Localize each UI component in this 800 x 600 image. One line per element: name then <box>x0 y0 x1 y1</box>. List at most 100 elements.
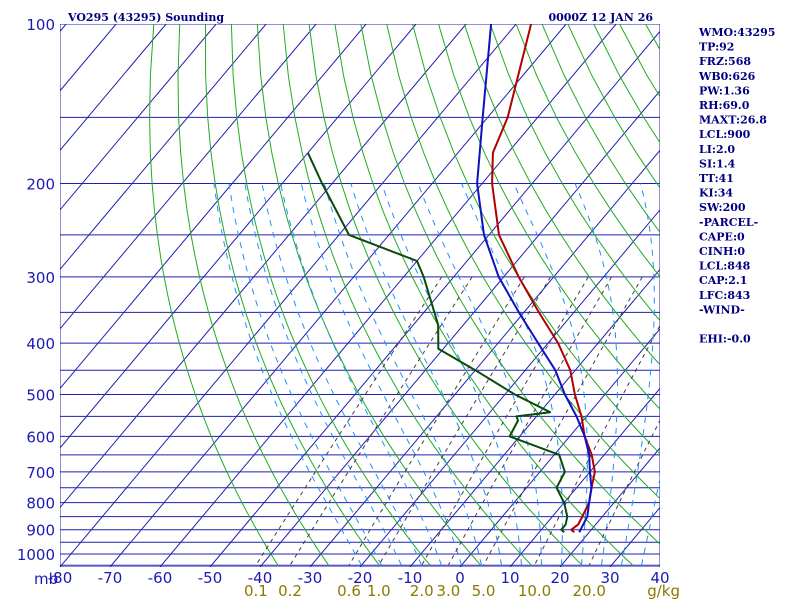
temperature-tick-label: -80 <box>48 569 73 587</box>
mixing-ratio-label: 0.2 <box>278 582 302 600</box>
chart-title: VO295 (43295) Sounding <box>67 11 224 24</box>
temperature-tick-label: -50 <box>198 569 223 587</box>
pressure-tick-label: 100 <box>26 16 55 34</box>
isotherm-line <box>60 24 417 449</box>
mixing-ratio-label: 1.0 <box>367 582 391 600</box>
dry-adiabat-line <box>282 24 532 566</box>
moist-adiabat-line <box>621 183 655 566</box>
moist-adiabat-line <box>280 183 442 566</box>
index-value: SI:1.4 <box>699 157 736 170</box>
dry-adiabat-line <box>593 24 660 144</box>
mixing-ratio-label: 2.0 <box>410 582 434 600</box>
pressure-tick-label: 200 <box>26 176 55 194</box>
pressure-tick-label: 300 <box>26 269 55 287</box>
moist-adiabat-line <box>417 183 542 566</box>
isotherm-line <box>209 30 660 567</box>
isotherm-line <box>760 24 800 567</box>
moist-adiabat-line <box>350 183 502 566</box>
grid-layer <box>0 24 800 567</box>
isotherm-line <box>509 387 660 567</box>
dry-adiabat-line <box>308 24 583 566</box>
pressure-tick-label: 1000 <box>17 546 55 564</box>
dewpoint-profile <box>306 152 569 534</box>
isotherm-line <box>359 209 660 567</box>
parcel-profile <box>476 24 593 533</box>
temperature-profile <box>491 24 596 534</box>
isotherm-line <box>0 24 16 567</box>
mixing-ratio-line <box>348 276 525 566</box>
moist-adiabat-line <box>461 183 563 566</box>
moist-adiabat-line <box>244 183 402 566</box>
isotherm-line <box>60 24 367 390</box>
dry-adiabat-line <box>775 24 800 565</box>
dry-adiabat-line <box>256 24 482 566</box>
index-value: -PARCEL- <box>699 216 758 229</box>
dry-adiabat-line <box>438 24 660 410</box>
index-value: LCL:848 <box>699 260 751 273</box>
mixing-ratio-line <box>588 419 660 566</box>
pressure-tick-label: 700 <box>26 464 55 482</box>
mixing-ratio-line <box>289 276 473 566</box>
moist-adiabat-line <box>381 183 522 566</box>
index-value: CAPE:0 <box>699 230 745 243</box>
isotherm-line <box>60 24 467 509</box>
index-value: SW:200 <box>699 201 746 214</box>
pressure-tick-label: 900 <box>26 522 55 540</box>
isotherm-line <box>60 24 67 33</box>
moist-adiabat-line <box>213 183 362 566</box>
temperature-tick-label: 20 <box>550 569 569 587</box>
index-value: CAP:2.1 <box>699 274 747 287</box>
isotherm-line <box>60 24 517 567</box>
index-value: MAXT:26.8 <box>699 114 767 127</box>
index-value: EHI:-0.0 <box>699 333 751 346</box>
moist-adiabat-line <box>228 183 382 566</box>
moist-adiabat-line <box>574 183 619 566</box>
temperature-tick-label: -70 <box>98 569 123 587</box>
mixing-ratio-label: 0.1 <box>244 582 268 600</box>
index-value: CINH:0 <box>699 245 745 258</box>
moist-adiabat-line <box>513 183 588 566</box>
index-value: WMO:43295 <box>698 26 775 39</box>
dry-adiabat-line <box>463 24 660 366</box>
dry-adiabat-line <box>489 24 660 322</box>
temperature-tick-label: 40 <box>650 569 669 587</box>
isotherm-line <box>60 24 117 92</box>
index-value: PW:1.36 <box>699 84 750 97</box>
mixing-ratio-line <box>378 276 552 566</box>
mixing-ratio-label: 20.0 <box>572 582 605 600</box>
isotherm-line <box>60 24 217 211</box>
dry-adiabat-line <box>541 24 660 234</box>
mixing-ratio-label: 0.6 <box>337 582 361 600</box>
mixing-unit-label: g/kg <box>647 582 680 600</box>
moist-adiabat-line <box>261 183 422 566</box>
temperature-tick-label: -60 <box>148 569 173 587</box>
temperature-tick-label: -20 <box>348 569 373 587</box>
mixing-ratio-line <box>483 276 643 566</box>
dry-adiabat-line <box>149 24 279 566</box>
pressure-unit-label: mb <box>34 570 58 588</box>
temperature-tick-label: 30 <box>600 569 619 587</box>
tick-layer: 0.1 0.2 0.6 1.0 2.0 3.0 5.0 10.0 20.010020030040… <box>17 16 670 600</box>
dry-adiabat-line <box>334 24 634 566</box>
dry-adiabat-line <box>205 24 380 566</box>
dry-adiabat-line <box>360 24 660 545</box>
dry-adiabat-line <box>749 24 800 565</box>
series-layer <box>306 24 596 534</box>
pressure-tick-label: 800 <box>26 495 55 513</box>
index-value: TP:92 <box>699 41 734 54</box>
isotherm-line <box>559 447 660 567</box>
index-value: LFC:843 <box>699 289 750 302</box>
temperature-tick-label: -30 <box>298 569 323 587</box>
temperature-tick-label: -40 <box>248 569 273 587</box>
mixing-ratio-label: 5.0 <box>472 582 496 600</box>
pressure-tick-label: 400 <box>26 335 55 353</box>
index-value: WB0:626 <box>698 70 756 83</box>
isotherm-line <box>259 90 660 567</box>
index-value: -WIND- <box>699 303 745 316</box>
isotherm-line <box>409 268 660 567</box>
mixing-ratio-label: 3.0 <box>436 582 460 600</box>
temperature-tick-label: 10 <box>500 569 519 587</box>
mixing-ratio-line <box>534 324 660 566</box>
